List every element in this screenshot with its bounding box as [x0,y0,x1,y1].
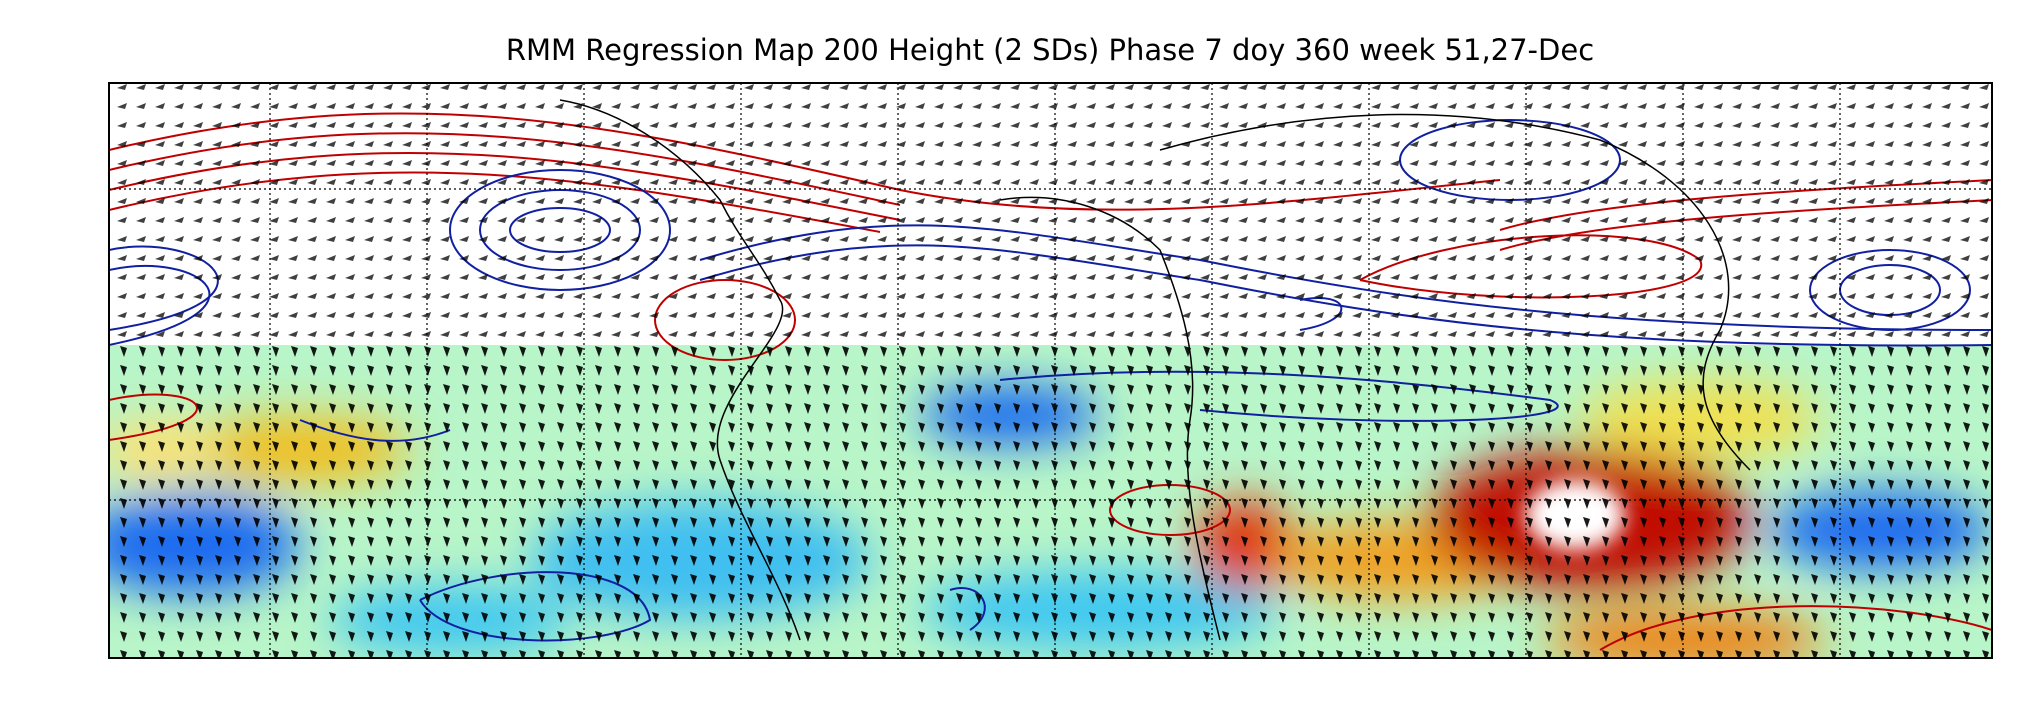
map-frame [108,82,1993,659]
wind-vectors [109,83,1992,658]
grid-lines [109,83,1992,658]
coastlines [559,99,1751,641]
map-title: RMM Regression Map 200 Height (2 SDs) Ph… [506,33,1594,67]
